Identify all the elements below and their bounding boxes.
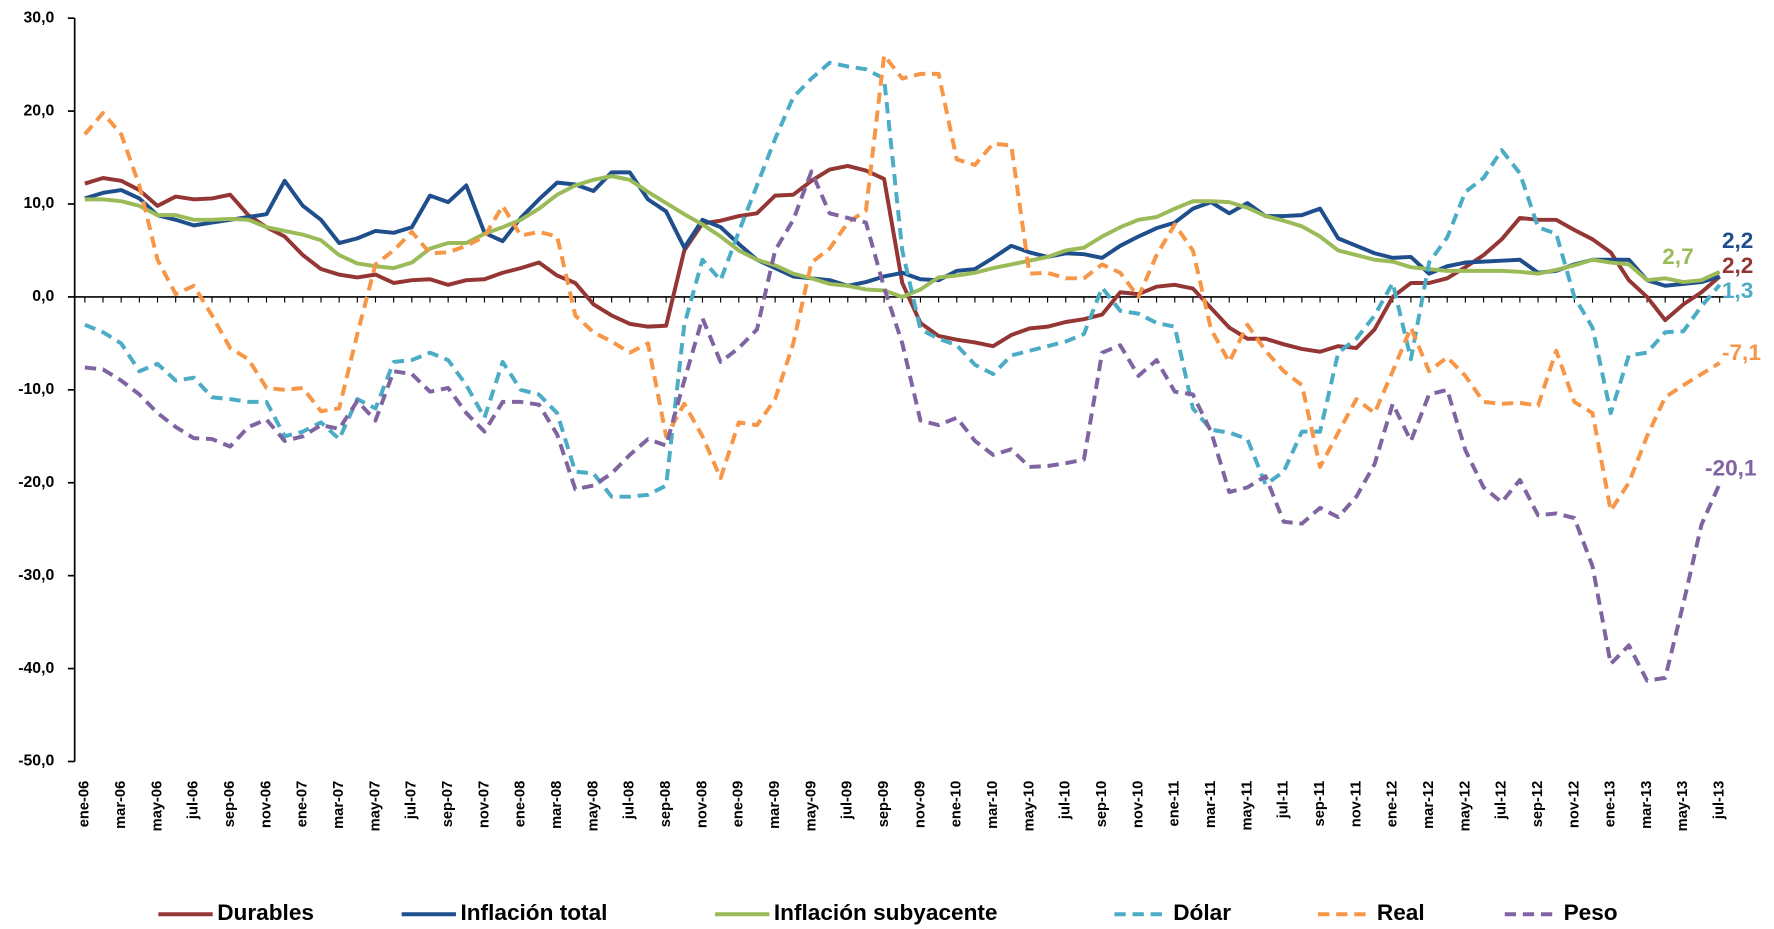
y-tick-label: -40,0	[18, 660, 54, 677]
series-line	[84, 169, 1722, 683]
x-tick-label: sep-12	[1530, 781, 1546, 828]
x-tick-label: nov-11	[1348, 781, 1364, 828]
x-tick-label: jul-06	[186, 781, 202, 820]
x-tick-label: may-12	[1457, 781, 1473, 832]
x-tick-label: jul-08	[622, 781, 638, 820]
x-tick-label: ene-12	[1385, 781, 1401, 828]
x-tick-label: jul-10	[1058, 781, 1074, 820]
x-tick-label: nov-06	[258, 781, 274, 828]
x-tick-label: jul-09	[840, 781, 856, 820]
legend-label: Inflación total	[460, 900, 607, 925]
y-tick-label: -50,0	[18, 753, 54, 770]
x-tick-label: may-13	[1675, 781, 1691, 832]
x-tick-label: nov-10	[1130, 781, 1146, 828]
legend-label: Inflación subyacente	[774, 900, 998, 925]
x-tick-label: mar-13	[1639, 781, 1655, 829]
x-tick-label: may-06	[149, 781, 165, 832]
x-tick-label: ene-10	[949, 781, 965, 828]
x-tick-label: jul-11	[1276, 781, 1292, 820]
x-tick-label: may-09	[803, 781, 819, 832]
x-tick-label: nov-09	[912, 781, 928, 828]
legend-label: Real	[1377, 900, 1425, 925]
x-tick-label: jul-13	[1712, 781, 1728, 820]
x-tick-label: nov-07	[476, 781, 492, 828]
value-label: 2,2	[1722, 253, 1753, 278]
x-tick-label: mar-09	[767, 781, 783, 829]
x-tick-label: sep-11	[1312, 781, 1328, 827]
y-tick-label: -10,0	[18, 381, 54, 398]
x-tick-label: nov-08	[694, 781, 710, 828]
y-tick-label: 10,0	[23, 195, 54, 212]
x-tick-label: nov-12	[1566, 781, 1582, 828]
x-tick-label: mar-07	[331, 781, 347, 829]
y-tick-label: 30,0	[23, 9, 54, 26]
x-tick-label: may-08	[585, 781, 601, 832]
legend-label: Durables	[217, 900, 314, 925]
x-tick-label: may-07	[367, 781, 383, 832]
value-label: -20,1	[1705, 456, 1757, 481]
y-tick-label: 0,0	[32, 288, 54, 305]
x-tick-label: mar-10	[985, 781, 1001, 829]
value-label: 2,7	[1662, 244, 1693, 269]
x-tick-label: ene-11	[1167, 781, 1183, 827]
x-tick-label: jul-12	[1494, 781, 1510, 820]
legend-label: Dólar	[1173, 900, 1231, 925]
x-tick-label: ene-08	[513, 781, 529, 828]
value-label: -7,1	[1722, 340, 1761, 365]
x-tick-label: ene-06	[77, 781, 93, 828]
y-tick-label: -20,0	[18, 474, 54, 491]
y-tick-label: -30,0	[18, 567, 54, 584]
x-tick-label: mar-06	[113, 781, 129, 829]
x-tick-label: jul-07	[404, 781, 420, 820]
x-tick-label: ene-13	[1603, 781, 1619, 828]
series-line	[84, 174, 1721, 299]
x-tick-label: sep-10	[1094, 781, 1110, 828]
x-tick-label: may-11	[1239, 781, 1255, 831]
x-tick-label: mar-11	[1203, 781, 1219, 828]
series-line	[84, 163, 1721, 354]
x-tick-label: may-10	[1021, 781, 1037, 832]
x-tick-label: ene-07	[295, 781, 311, 828]
value-label: 2,2	[1722, 228, 1753, 253]
x-tick-label: sep-07	[440, 781, 456, 828]
series-line	[84, 170, 1721, 288]
value-label: 1,3	[1722, 278, 1753, 303]
series-line	[83, 53, 1721, 513]
y-tick-label: 20,0	[23, 102, 54, 119]
x-tick-label: mar-08	[549, 781, 565, 829]
x-tick-label: sep-06	[222, 781, 238, 828]
legend-label: Peso	[1564, 900, 1618, 925]
x-tick-label: sep-09	[876, 781, 892, 828]
x-tick-label: ene-09	[731, 781, 747, 828]
x-tick-label: mar-12	[1421, 781, 1437, 829]
x-tick-label: sep-08	[658, 781, 674, 828]
